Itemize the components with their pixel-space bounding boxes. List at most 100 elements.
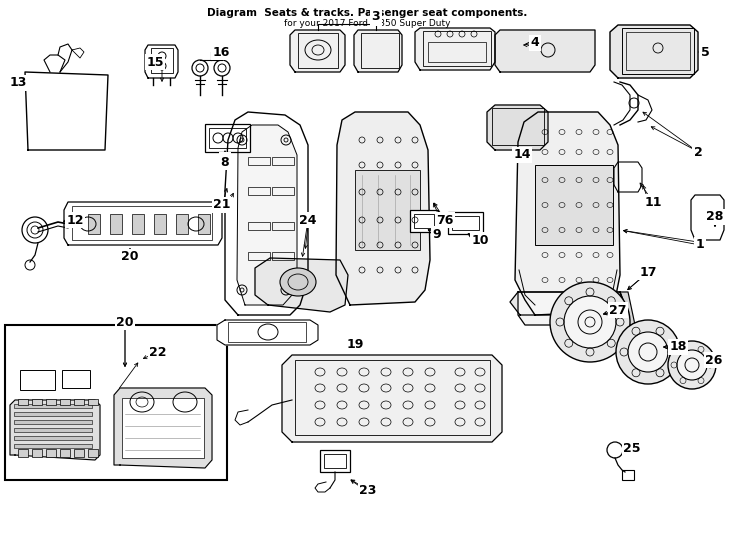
Text: 26: 26 (705, 354, 723, 367)
Text: 21: 21 (214, 199, 230, 212)
Text: 4: 4 (531, 37, 539, 50)
Bar (46, 399, 56, 405)
Bar (626, 32, 690, 70)
Bar (60, 449, 70, 457)
Text: 27: 27 (609, 303, 627, 316)
Polygon shape (25, 72, 108, 150)
Text: 28: 28 (706, 211, 724, 224)
Bar (14, 436, 92, 440)
Bar (74, 399, 84, 405)
Bar (88, 214, 100, 234)
Text: 3: 3 (371, 10, 380, 23)
Bar (248, 157, 270, 165)
Bar (74, 449, 84, 457)
Text: 16: 16 (212, 45, 230, 58)
Text: 8: 8 (221, 156, 229, 168)
Ellipse shape (668, 341, 716, 389)
Polygon shape (515, 112, 620, 315)
Text: 10: 10 (471, 233, 489, 246)
Bar (18, 449, 28, 457)
Bar (18, 399, 28, 405)
Bar (14, 412, 92, 416)
Bar (452, 216, 479, 230)
Text: 10: 10 (471, 233, 489, 246)
Polygon shape (495, 30, 595, 72)
Bar (248, 252, 270, 260)
Polygon shape (518, 292, 628, 325)
Text: 16: 16 (212, 45, 230, 58)
Ellipse shape (280, 268, 316, 296)
Text: 5: 5 (701, 45, 709, 58)
Polygon shape (145, 45, 178, 78)
Text: 17: 17 (639, 266, 657, 279)
Bar (20, 370, 55, 390)
Polygon shape (691, 195, 724, 240)
Bar (14, 404, 92, 408)
Polygon shape (217, 320, 318, 345)
Bar (298, 33, 338, 68)
Text: 13: 13 (10, 77, 26, 90)
Polygon shape (10, 400, 100, 460)
Bar (355, 170, 420, 250)
Text: 8: 8 (221, 153, 229, 166)
Polygon shape (620, 292, 635, 325)
Bar (205, 124, 250, 152)
Text: 13: 13 (10, 77, 26, 90)
Polygon shape (610, 25, 698, 78)
Polygon shape (415, 28, 495, 70)
Bar (428, 42, 486, 62)
Text: 27: 27 (609, 303, 627, 316)
Bar (448, 212, 483, 234)
Text: 25: 25 (623, 442, 641, 455)
Text: 19: 19 (346, 339, 363, 352)
Polygon shape (225, 112, 308, 315)
Bar (272, 222, 294, 230)
Bar (110, 214, 122, 234)
Bar (62, 370, 90, 388)
Text: 28: 28 (706, 211, 724, 224)
Text: 76: 76 (436, 213, 454, 226)
Text: 17: 17 (639, 266, 657, 279)
Text: 76: 76 (436, 213, 454, 226)
Polygon shape (290, 30, 345, 72)
Text: 3: 3 (371, 11, 380, 24)
Bar (622, 28, 694, 74)
Text: 1: 1 (696, 239, 705, 252)
Bar (46, 449, 56, 457)
Text: 18: 18 (669, 341, 687, 354)
Text: for your 2017 Ford F-350 Super Duty: for your 2017 Ford F-350 Super Duty (284, 19, 450, 29)
Bar (60, 399, 70, 405)
Polygon shape (336, 112, 430, 305)
Polygon shape (255, 258, 348, 312)
Bar (14, 420, 92, 424)
Text: 2: 2 (694, 145, 702, 159)
Text: 22: 22 (149, 346, 167, 359)
Text: 14: 14 (513, 148, 531, 161)
Text: 5: 5 (701, 45, 709, 58)
Bar (14, 428, 92, 432)
Text: 4: 4 (531, 37, 539, 50)
Text: 21: 21 (214, 199, 230, 212)
Text: 9: 9 (432, 227, 441, 240)
Text: 20: 20 (116, 315, 134, 328)
Text: 20: 20 (121, 251, 139, 264)
Ellipse shape (550, 282, 630, 362)
Bar (423, 31, 491, 66)
Ellipse shape (677, 350, 707, 380)
Bar (410, 210, 438, 232)
Bar (88, 399, 98, 405)
Polygon shape (487, 105, 548, 150)
Text: 12: 12 (66, 213, 84, 226)
Bar (320, 450, 350, 472)
Text: 23: 23 (360, 483, 377, 496)
Bar (14, 444, 92, 448)
Polygon shape (282, 355, 502, 442)
Text: 20: 20 (116, 315, 134, 328)
Bar (88, 449, 98, 457)
Bar (32, 399, 42, 405)
Polygon shape (237, 125, 297, 305)
Text: Diagram  Seats & tracks. Passenger seat components.: Diagram Seats & tracks. Passenger seat c… (207, 8, 527, 18)
Bar (295, 360, 490, 435)
Bar (248, 187, 270, 195)
Text: 25: 25 (623, 442, 641, 455)
